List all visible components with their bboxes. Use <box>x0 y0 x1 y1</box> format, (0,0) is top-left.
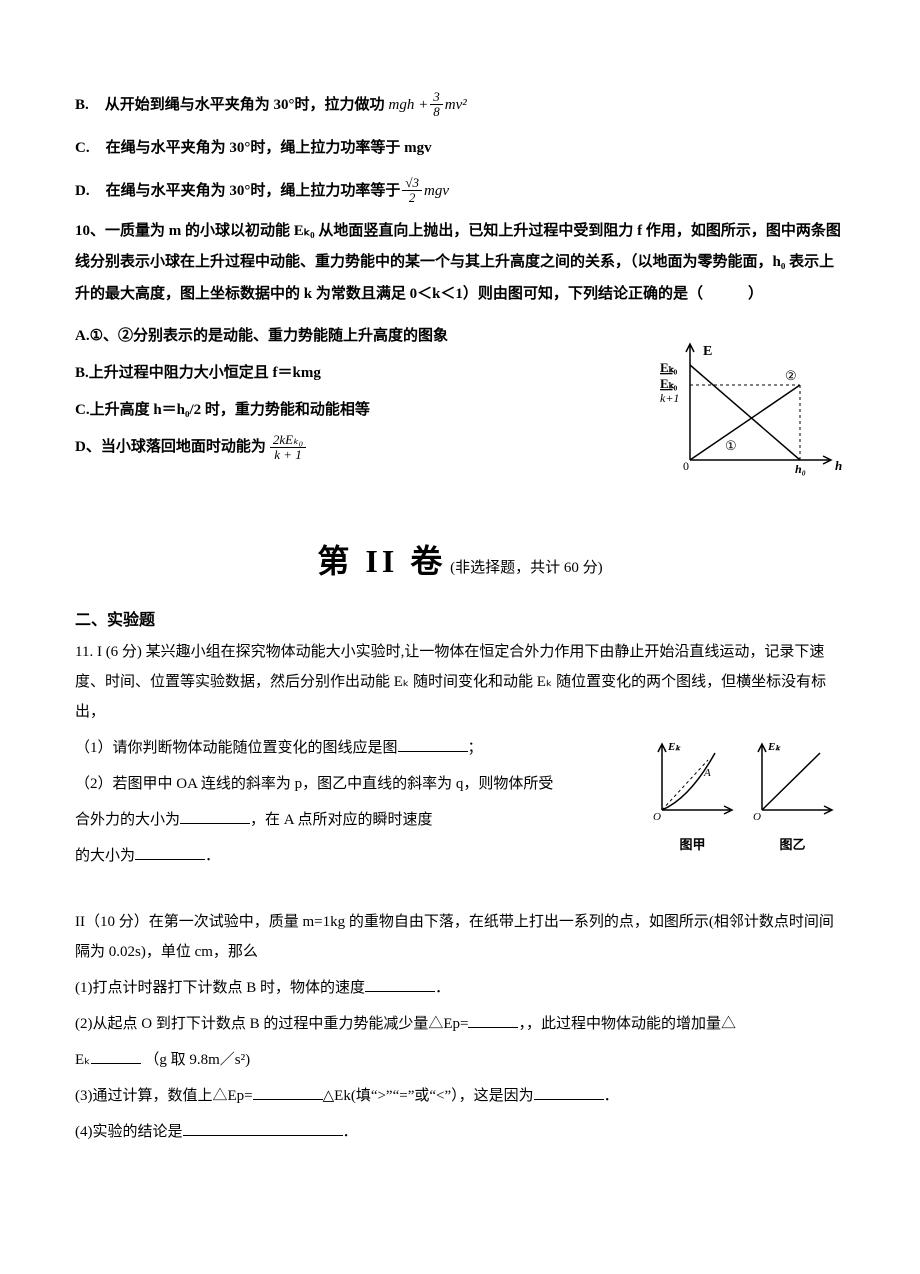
q11-p2-line2: 合外力的大小为，在 A 点所对应的瞬时速度 <box>75 805 650 835</box>
q11-ii-p2-line2: Eₖ （g 取 9.8m／s²) <box>75 1045 845 1075</box>
q11-p2-line3: 的大小为． <box>75 841 650 871</box>
q11-ii-stem: II（10 分）在第一次试验中，质量 m=1kg 的重物自由下落，在纸带上打出一… <box>75 907 845 967</box>
section-title: 第 II 卷 (非选择题，共计 60 分) <box>75 531 845 592</box>
q11-stem: 11. I (6 分) 某兴趣小组在探究物体动能大小实验时,让一物体在恒定合外力… <box>75 637 845 727</box>
blank <box>534 1085 604 1100</box>
blank <box>468 1013 518 1028</box>
svg-text:E: E <box>703 344 712 359</box>
q10-option-b: B.上升过程中阻力大小恒定且 f＝kmg <box>75 357 635 390</box>
q10-options-block: A.①、②分别表示的是动能、重力势能随上升高度的图象 B.上升过程中阻力大小恒定… <box>75 320 845 491</box>
graph-yi: Eₖ O 图乙 <box>750 738 835 858</box>
section-title-small: (非选择题，共计 60 分) <box>450 560 603 576</box>
svg-text:②: ② <box>785 368 797 383</box>
svg-text:Eₖ: Eₖ <box>767 741 781 753</box>
blank <box>398 737 468 752</box>
q11-ii-p4: (4)实验的结论是． <box>75 1117 845 1147</box>
q9-option-b: B. 从开始到绳与水平夹角为 30°时，拉力做功 mgh + 3 8 mv² <box>75 90 845 120</box>
q10-stem: 10、一质量为 m 的小球以初动能 Eₖ₀ 从地面竖直向上抛出，已知上升过程中受… <box>75 216 845 311</box>
blank <box>135 845 205 860</box>
option-label: B. <box>75 91 89 120</box>
q10-option-c: C.上升高度 h＝h₀/2 时，重力势能和动能相等 <box>75 394 635 427</box>
q9-option-d: D. 在绳与水平夹角为 30°时，绳上拉力功率等于 √3 2 mgv <box>75 176 845 206</box>
option-label: D. <box>75 177 90 206</box>
blank <box>253 1085 323 1100</box>
formula-suffix: mv² <box>445 91 467 120</box>
fraction: 3 8 <box>430 90 443 120</box>
blank <box>365 977 435 992</box>
svg-text:①: ① <box>725 438 737 453</box>
svg-text:A: A <box>703 767 711 779</box>
q11-graphs: A Eₖ O 图甲 Eₖ O 图乙 <box>650 733 845 858</box>
formula-suffix: mgv <box>424 177 449 206</box>
svg-text:h: h <box>835 458 842 473</box>
q11-ii-p3: (3)通过计算，数值上△Ep=△Ek(填“>”“=”或“<”），这是因为． <box>75 1081 845 1111</box>
option-text: 从开始到绳与水平夹角为 30°时，拉力做功 <box>105 91 385 120</box>
section-heading: 二、实验题 <box>75 606 845 636</box>
blank <box>180 809 250 824</box>
q11-ii-p1: (1)打点计时器打下计数点 B 时，物体的速度． <box>75 973 845 1003</box>
svg-text:O: O <box>753 811 761 823</box>
svg-text:Eₖ: Eₖ <box>667 741 681 753</box>
option-text: 在绳与水平夹角为 30°时，绳上拉力功率等于 <box>106 177 401 206</box>
svg-text:O: O <box>653 811 661 823</box>
q11-ii-p2: (2)从起点 O 到打下计数点 B 的过程中重力势能减少量△Ep=，，此过程中物… <box>75 1009 845 1039</box>
section-title-big: 第 II 卷 <box>317 543 446 579</box>
q11-left: （1）请你判断物体动能随位置变化的图线应是图； （2）若图甲中 OA 连线的斜率… <box>75 733 650 877</box>
formula-prefix: mgh + <box>389 91 429 120</box>
q11-part1-wrapper: （1）请你判断物体动能随位置变化的图线应是图； （2）若图甲中 OA 连线的斜率… <box>75 733 845 877</box>
svg-text:Eₖ₀: Eₖ₀ <box>660 376 677 391</box>
q9-option-c: C. 在绳与水平夹角为 30°时，绳上拉力功率等于 mgv <box>75 134 845 163</box>
svg-text:k+1: k+1 <box>660 391 679 405</box>
option-text: 在绳与水平夹角为 30°时，绳上拉力功率等于 mgv <box>106 134 432 163</box>
q11-p2: （2）若图甲中 OA 连线的斜率为 p，图乙中直线的斜率为 q，则物体所受 <box>75 769 650 799</box>
blank <box>91 1049 141 1064</box>
blank <box>183 1121 343 1136</box>
q10-graph: E h 0 h₀ Eₖ₀ Eₖ₀ k+1 ② ① <box>645 320 845 491</box>
option-label: C. <box>75 134 90 163</box>
graph-jia: A Eₖ O 图甲 <box>650 738 735 858</box>
q10-option-d: D、当小球落回地面时动能为 2kEₖ₀ k + 1 <box>75 431 635 464</box>
fraction: √3 2 <box>402 176 422 206</box>
svg-text:h₀: h₀ <box>795 462 806 476</box>
fraction: 2kEₖ₀ k + 1 <box>270 433 306 463</box>
q10-options: A.①、②分别表示的是动能、重力势能随上升高度的图象 B.上升过程中阻力大小恒定… <box>75 320 635 464</box>
svg-text:0: 0 <box>683 459 689 473</box>
q10-option-a: A.①、②分别表示的是动能、重力势能随上升高度的图象 <box>75 320 635 353</box>
q11-p1: （1）请你判断物体动能随位置变化的图线应是图； <box>75 733 650 763</box>
svg-text:Eₖ₀: Eₖ₀ <box>660 360 677 375</box>
